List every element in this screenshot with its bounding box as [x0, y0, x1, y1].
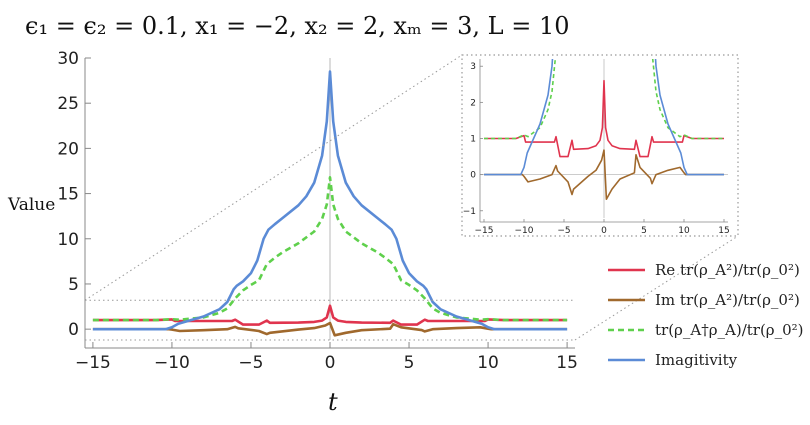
inset-series-line-3 [484, 59, 724, 140]
x-axis-label: t [328, 388, 338, 416]
zoom-guide-left [84, 54, 463, 301]
legend: Re tr(ρ_A²)/tr(ρ_0²) Im tr(ρ_A²)/tr(ρ_0²)… [608, 261, 804, 369]
legend-label-2: Im tr(ρ_A²)/tr(ρ_0²) [655, 291, 800, 309]
y-axis-label: Value [7, 195, 55, 215]
main-y-tick-label: 15 [57, 185, 79, 205]
main-x-tick-label: −10 [154, 353, 190, 373]
legend-label-3: tr(ρ_A†ρ_A)/tr(ρ_0²) [655, 321, 804, 339]
main-x-tick-label: −5 [238, 353, 263, 373]
inset-series-group [484, 59, 724, 200]
inset-x-tick-label: 0 [601, 226, 607, 236]
inset-series-line-2 [484, 149, 724, 200]
legend-label-1: Re tr(ρ_A²)/tr(ρ_0²) [655, 261, 800, 279]
main-y-tick-label: 30 [57, 49, 79, 69]
main-y-tick-label: 0 [68, 320, 79, 340]
main-series-line-4 [92, 70, 568, 331]
zoom-guide-right [574, 235, 739, 341]
inset-x-tick-label: −15 [475, 226, 494, 236]
main-x-tick-label: 0 [325, 353, 336, 373]
main-y-tick-label: 20 [57, 139, 79, 159]
inset-y-tick-label: −1 [463, 207, 476, 217]
inset-y-tick-label: 1 [470, 135, 476, 145]
main-y-tick-label: 5 [68, 275, 79, 295]
main-x-tick-label: 15 [556, 353, 578, 373]
main-x-tick-label: 10 [477, 353, 499, 373]
main-series-line-1 [92, 304, 568, 326]
main-x-tick-label: −15 [75, 353, 111, 373]
inset-y-tick-label: 2 [470, 98, 476, 108]
main-series-line-2 [92, 321, 568, 337]
inset-y-tick-label: 0 [470, 171, 476, 181]
main-x-tick-label: 5 [404, 353, 415, 373]
inset-x-tick-label: 10 [678, 226, 690, 236]
main-y-tick-label: 25 [57, 94, 79, 114]
legend-label-4: Imagitivity [655, 351, 738, 369]
inset-x-tick-label: −10 [515, 226, 534, 236]
inset-y-tick-label: 3 [470, 62, 476, 72]
inset-series-line-1 [484, 79, 724, 158]
chart-title: ϵ₁ = ϵ₂ = 0.1, x₁ = −2, x₂ = 2, xₘ = 3, … [25, 12, 570, 40]
main-series-group [92, 70, 568, 337]
inset-x-tick-label: 5 [641, 226, 647, 236]
inset-frame [461, 54, 739, 237]
main-series-line-3 [92, 176, 568, 322]
main-y-tick-label: 10 [57, 230, 79, 250]
inset-x-tick-label: 15 [718, 226, 729, 236]
inset-zoom-guides [84, 54, 739, 341]
inset-x-tick-label: −5 [557, 226, 570, 236]
